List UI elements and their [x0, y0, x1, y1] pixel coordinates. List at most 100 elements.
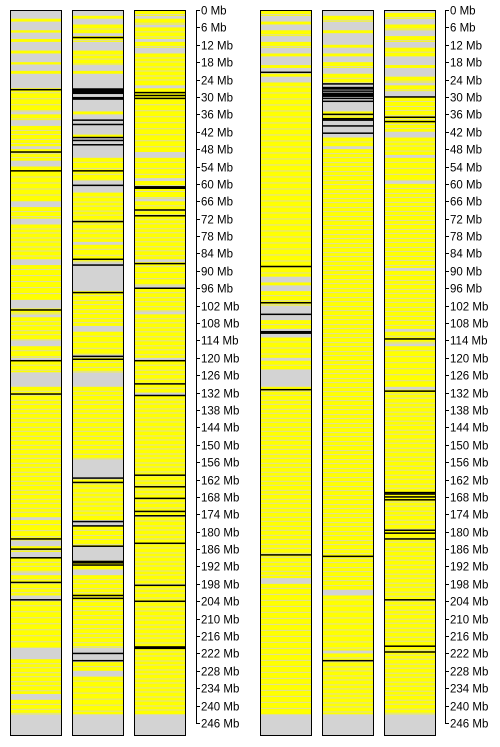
tick-label: 48 Mb	[450, 145, 482, 157]
feature-gap	[322, 319, 374, 321]
feature-band	[134, 10, 186, 16]
feature-band	[260, 73, 312, 77]
marker-line	[72, 597, 124, 600]
feature-gap	[260, 556, 312, 558]
feature-gap	[72, 492, 124, 494]
feature-gap	[134, 426, 186, 428]
feature-gap	[10, 157, 62, 159]
left-track-group	[10, 10, 186, 736]
feature-gap	[322, 477, 374, 479]
marker-line	[10, 359, 62, 362]
feature-band	[72, 70, 124, 74]
feature-gap	[134, 22, 186, 24]
feature-gap	[10, 321, 62, 323]
feature-gap	[134, 373, 186, 375]
feature-gap	[72, 610, 124, 612]
feature-gap	[384, 374, 436, 376]
marker-line	[260, 265, 312, 268]
feature-gap	[134, 489, 186, 491]
marker-line	[322, 119, 374, 121]
feature-gap	[72, 444, 124, 446]
feature-gap	[260, 408, 312, 410]
feature-gap	[260, 683, 312, 685]
feature-gap	[260, 507, 312, 509]
feature-gap	[260, 194, 312, 196]
track-3	[384, 10, 436, 736]
tick-label: 228 Mb	[450, 667, 488, 679]
marker-line	[384, 493, 436, 495]
feature-gap	[72, 421, 124, 423]
marker-line	[322, 92, 374, 97]
feature-band	[384, 85, 436, 92]
feature-gap	[72, 588, 124, 590]
feature-gap	[322, 378, 374, 380]
marker-line	[322, 97, 374, 100]
feature-gap	[384, 591, 436, 593]
feature-gap	[260, 254, 312, 256]
marker-line	[384, 651, 436, 653]
feature-gap	[134, 237, 186, 239]
feature-gap	[322, 373, 374, 375]
feature-gap	[10, 502, 62, 504]
feature-gap	[10, 246, 62, 248]
feature-gap	[72, 335, 124, 337]
feature-band	[134, 27, 186, 39]
marker-line	[384, 390, 436, 392]
tick-label: 12 Mb	[201, 41, 233, 53]
marker-line	[72, 652, 124, 655]
tick-label: 18 Mb	[450, 58, 482, 70]
feature-gap	[72, 366, 124, 368]
feature-gap	[260, 484, 312, 486]
feature-gap	[134, 619, 186, 621]
track-border	[134, 10, 186, 736]
marker-line	[134, 542, 186, 545]
feature-gap	[384, 255, 436, 257]
feature-gap	[260, 561, 312, 563]
marker-line	[72, 96, 124, 100]
feature-gap	[260, 403, 312, 405]
feature-gap	[10, 228, 62, 230]
feature-gap	[384, 694, 436, 696]
feature-gap	[384, 315, 436, 317]
marker-line	[72, 123, 124, 126]
feature-gap	[384, 501, 436, 503]
feature-gap	[10, 579, 62, 581]
feature-gap	[10, 588, 62, 590]
feature-gap	[260, 435, 312, 437]
track-border	[72, 10, 124, 736]
tick-label: 60 Mb	[201, 180, 233, 192]
tick-label: 30 Mb	[450, 93, 482, 105]
feature-gap	[72, 417, 124, 419]
feature-gap	[72, 601, 124, 603]
feature-gap	[10, 453, 62, 455]
feature-gap	[260, 593, 312, 595]
feature-gap	[260, 502, 312, 504]
feature-gap	[10, 672, 62, 674]
feature-gap	[260, 552, 312, 554]
tick-label: 18 Mb	[201, 58, 233, 70]
feature-gap	[384, 324, 436, 326]
feature-gap	[134, 561, 186, 563]
marker-line	[72, 119, 124, 121]
feature-gap	[260, 128, 312, 130]
feature-gap	[384, 618, 436, 620]
feature-band	[134, 288, 186, 312]
feature-gap	[322, 238, 374, 240]
marker-line	[10, 557, 62, 559]
marker-line	[72, 170, 124, 172]
feature-gap	[260, 242, 312, 244]
feature-gap	[260, 341, 312, 343]
feature-band	[260, 30, 312, 37]
feature-gap	[72, 237, 124, 239]
feature-gap	[10, 623, 62, 625]
feature-gap	[260, 164, 312, 166]
feature-band	[384, 183, 436, 268]
feature-gap	[134, 556, 186, 558]
feature-gap	[10, 98, 62, 100]
feature-band	[10, 166, 62, 202]
tick-label: 180 Mb	[450, 528, 488, 540]
feature-gap	[260, 14, 312, 15]
feature-gap	[134, 682, 186, 684]
feature-gap	[384, 595, 436, 597]
feature-band	[134, 181, 186, 199]
